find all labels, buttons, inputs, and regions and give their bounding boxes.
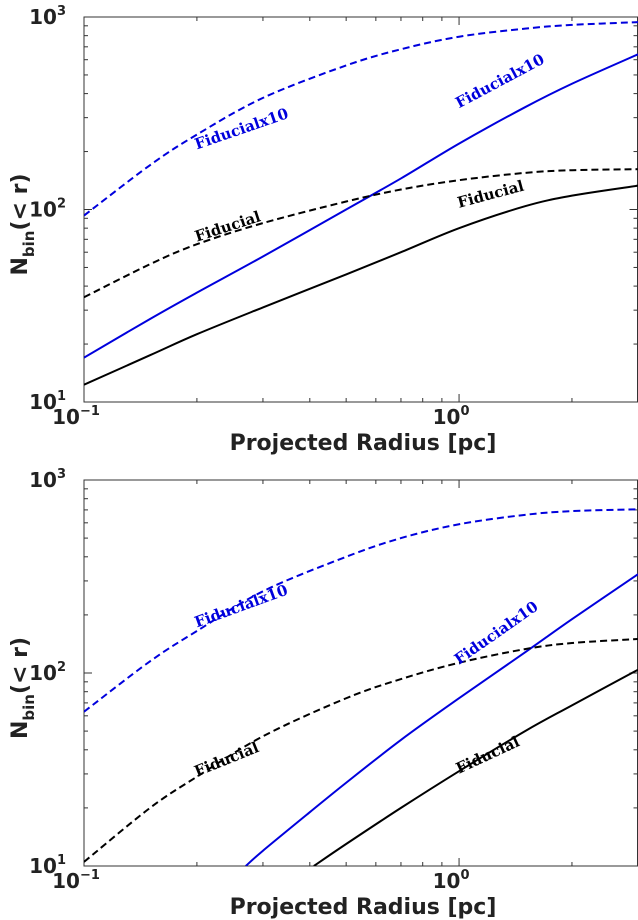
x-axis-title: Projected Radius [pc]: [230, 431, 497, 456]
curve-label: Fiducial: [192, 738, 262, 780]
x-axis-title: Projected Radius [pc]: [230, 895, 497, 920]
y-tick-label: 101: [29, 853, 66, 878]
series-line-dashed-fiducialx10: [84, 508, 638, 713]
bottom-panel: 10−1 100 101 102 103 Projected Radius [pc] Nbi…: [8, 467, 638, 920]
series-group: [84, 508, 638, 866]
series-line-dashed-fiducialx10: [84, 21, 638, 217]
y-ticks: [84, 479, 638, 867]
x-ticks: [83, 17, 638, 402]
y-axis-title: Nbin(< r): [8, 173, 38, 275]
curve-label: Fiducial: [455, 177, 526, 212]
x-ticks: [83, 480, 638, 866]
y-tick-label: 103: [29, 4, 66, 29]
x-tick-label: 100: [433, 868, 470, 893]
y-ticks: [84, 16, 638, 403]
y-axis-title: Nbin(< r): [8, 637, 38, 739]
series-line-dashed-fiducial: [84, 168, 638, 299]
curve-label: Fiducial: [193, 207, 264, 245]
plot-frame: [83, 479, 638, 867]
series-line-solid-fiducialx10: [245, 573, 638, 866]
curve-label: Fiducialx10: [192, 104, 290, 153]
y-tick-label: 102: [29, 660, 66, 685]
x-tick-label: 100: [433, 404, 470, 429]
series-line-solid-fiducial: [313, 668, 638, 866]
y-tick-label: 101: [29, 389, 66, 414]
series-group: [84, 21, 638, 386]
x-tick-label: 10−1: [52, 868, 100, 893]
curve-label: Fiducialx10: [192, 581, 290, 631]
series-line-solid-fiducial: [84, 184, 638, 386]
series-line-dashed-fiducial: [84, 638, 638, 863]
y-tick-label: 102: [29, 197, 66, 222]
plot-frame: [83, 16, 638, 403]
y-tick-label: 103: [29, 467, 66, 492]
x-tick-label: 10−1: [52, 404, 100, 429]
curve-label: Fiducial: [453, 732, 523, 777]
series-line-solid-fiducialx10: [84, 53, 638, 359]
curve-label: Fiducialx10: [451, 597, 541, 668]
top-panel: 10−1 100 101 102 103 Projected Radius [pc] Nbi…: [8, 4, 638, 456]
